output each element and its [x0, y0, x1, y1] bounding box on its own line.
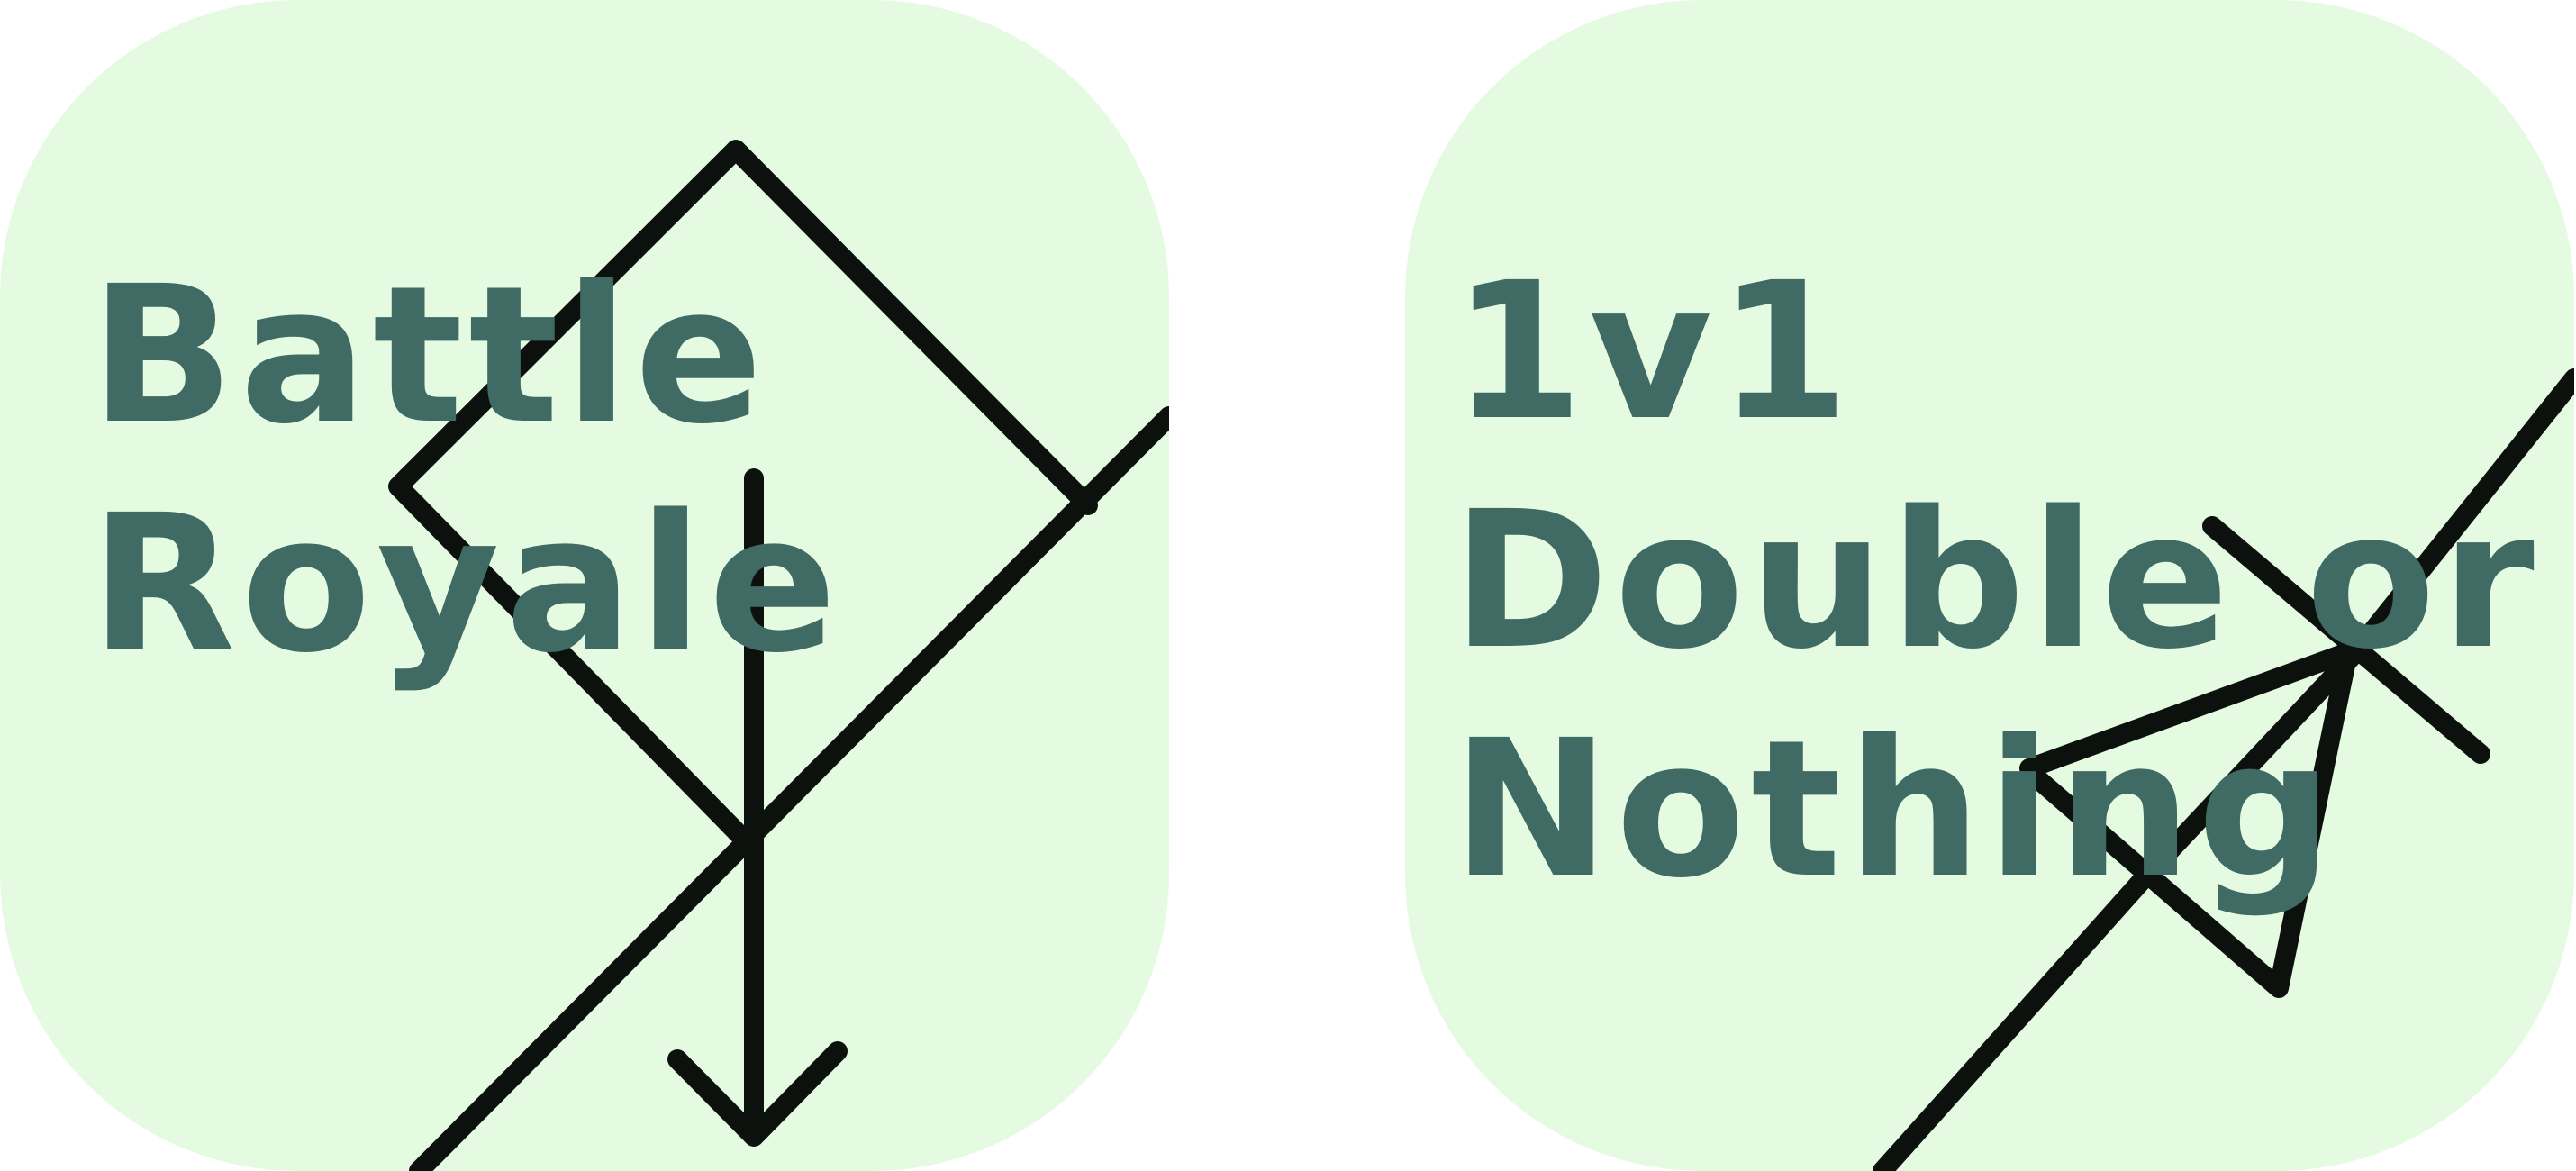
zigzag-up-arrow-icon: [1405, 0, 2574, 1171]
tile-background: [0, 0, 1169, 1171]
zigzag-arrow: [2019, 642, 2358, 998]
tile-background: [1405, 0, 2574, 1171]
title-line-2: Royale: [90, 474, 842, 694]
tile-title: Battle Royale: [90, 241, 842, 699]
title-line-2: Double or: [1452, 470, 2540, 691]
diamond-outline: [388, 140, 1098, 859]
diamond-down-arrow-icon: [0, 0, 1169, 1171]
title-line-1: 1v1: [1452, 241, 1855, 462]
tile-title: 1v1 Double or Nothing: [1452, 238, 2540, 924]
trend-line: [1873, 368, 2574, 1171]
diagonal-line: [409, 406, 1169, 1171]
cross-line: [2202, 516, 2490, 764]
double-or-nothing-tile[interactable]: 1v1 Double or Nothing: [1405, 0, 2574, 1171]
arrow-head: [667, 1041, 848, 1147]
title-line-1: Battle: [90, 245, 768, 466]
battle-royale-tile[interactable]: Battle Royale: [0, 0, 1169, 1171]
title-line-3: Nothing: [1452, 699, 2338, 920]
